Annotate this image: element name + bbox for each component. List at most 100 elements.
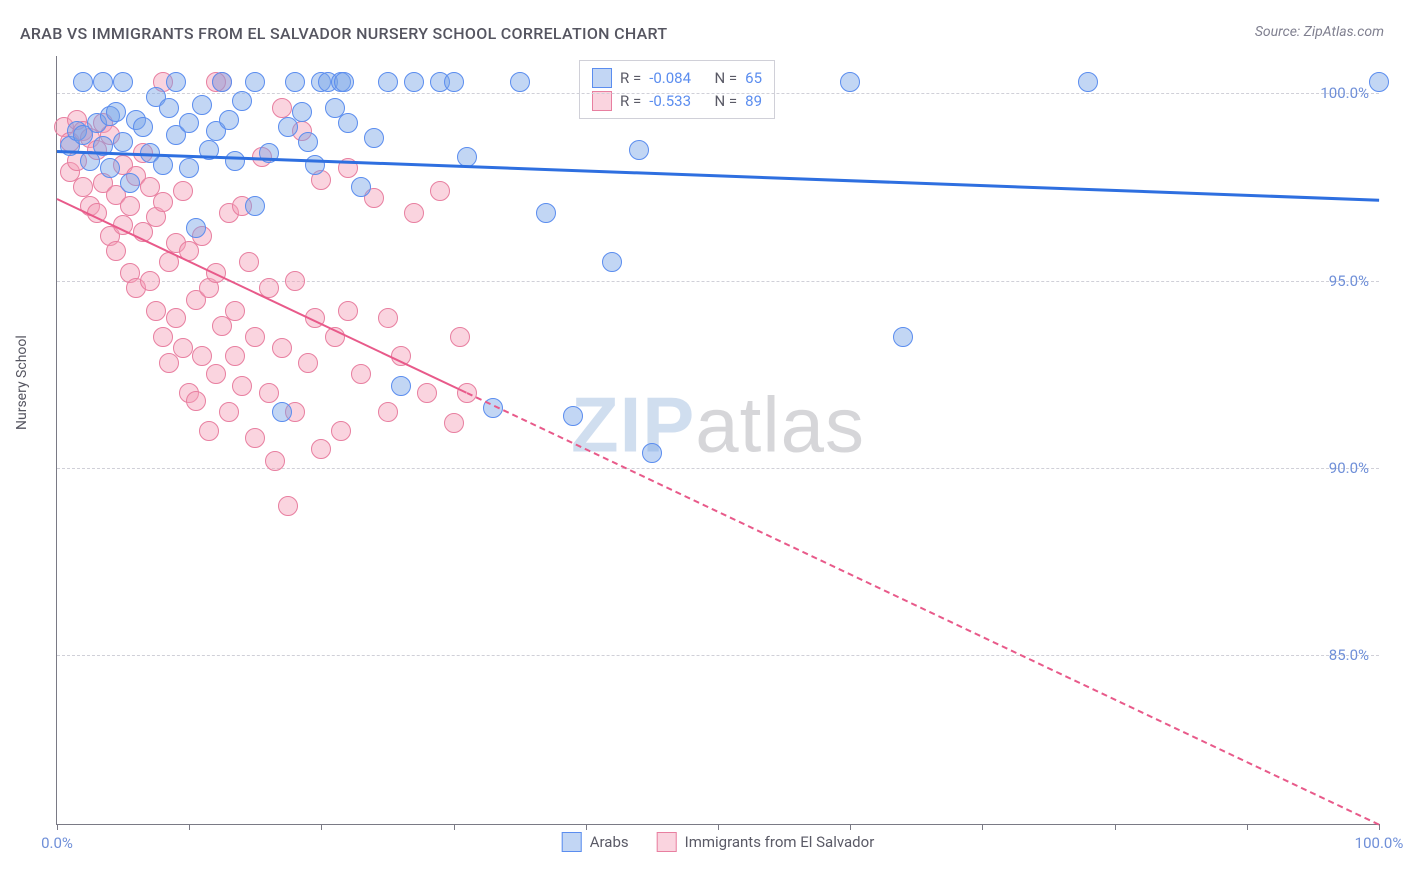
data-point: [73, 177, 93, 197]
x-tick: [189, 824, 190, 830]
data-point: [179, 113, 199, 133]
data-point: [93, 72, 113, 92]
data-point: [1078, 72, 1098, 92]
x-tick: [454, 824, 455, 830]
x-tick: [1115, 824, 1116, 830]
data-point: [391, 376, 411, 396]
data-point: [378, 308, 398, 328]
data-point: [106, 241, 126, 261]
scatter-plot-area: ZIPatlas R = -0.084 N = 65 R = -0.533 N …: [56, 56, 1379, 825]
data-point: [225, 301, 245, 321]
data-point: [232, 91, 252, 111]
data-point: [120, 173, 140, 193]
y-tick-label: 95.0%: [1329, 272, 1369, 290]
x-tick: [982, 824, 983, 830]
data-point: [245, 327, 265, 347]
y-axis-label: Nursery School: [14, 335, 30, 430]
data-point: [378, 402, 398, 422]
data-point: [840, 72, 860, 92]
data-point: [166, 308, 186, 328]
data-point: [245, 196, 265, 216]
data-point: [199, 421, 219, 441]
data-point: [1369, 72, 1389, 92]
data-point: [642, 443, 662, 463]
data-point: [192, 95, 212, 115]
watermark-logo: ZIPatlas: [571, 379, 865, 470]
x-tick: [321, 824, 322, 830]
data-point: [285, 271, 305, 291]
data-point: [338, 113, 358, 133]
data-point: [245, 72, 265, 92]
data-point: [186, 391, 206, 411]
gridline: [57, 468, 1379, 469]
data-point: [444, 72, 464, 92]
legend: Arabs Immigrants from El Salvador: [562, 832, 875, 852]
data-point: [212, 72, 232, 92]
data-point: [450, 327, 470, 347]
data-point: [219, 402, 239, 422]
stats-row-arabs: R = -0.084 N = 65: [592, 67, 762, 90]
data-point: [245, 428, 265, 448]
x-tick: [586, 824, 587, 830]
source-attribution: Source: ZipAtlas.com: [1255, 24, 1384, 40]
trend-line: [57, 198, 468, 394]
data-point: [444, 413, 464, 433]
x-tick: [850, 824, 851, 830]
data-point: [192, 346, 212, 366]
data-point: [219, 110, 239, 130]
legend-item-elsalvador: Immigrants from El Salvador: [657, 832, 875, 852]
data-point: [153, 327, 173, 347]
legend-swatch-arabs: [562, 832, 582, 852]
legend-swatch-elsalvador: [657, 832, 677, 852]
data-point: [73, 72, 93, 92]
data-point: [351, 364, 371, 384]
data-point: [893, 327, 913, 347]
data-point: [153, 155, 173, 175]
data-point: [417, 383, 437, 403]
data-point: [179, 158, 199, 178]
data-point: [351, 177, 371, 197]
data-point: [629, 140, 649, 160]
data-point: [113, 72, 133, 92]
data-point: [404, 72, 424, 92]
data-point: [173, 338, 193, 358]
data-point: [292, 102, 312, 122]
data-point: [510, 72, 530, 92]
data-point: [298, 132, 318, 152]
data-point: [133, 117, 153, 137]
trend-line: [466, 392, 1379, 825]
data-point: [225, 346, 245, 366]
legend-label-arabs: Arabs: [590, 833, 629, 851]
trend-line: [57, 150, 1379, 202]
data-point: [272, 338, 292, 358]
data-point: [159, 98, 179, 118]
data-point: [113, 132, 133, 152]
x-tick: [718, 824, 719, 830]
data-point: [563, 406, 583, 426]
data-point: [153, 192, 173, 212]
correlation-stats-box: R = -0.084 N = 65 R = -0.533 N = 89: [579, 60, 775, 119]
data-point: [272, 98, 292, 118]
data-point: [232, 376, 252, 396]
data-point: [378, 72, 398, 92]
x-tick-label: 100.0%: [1355, 834, 1404, 852]
data-point: [331, 421, 351, 441]
data-point: [239, 252, 259, 272]
data-point: [305, 155, 325, 175]
legend-item-arabs: Arabs: [562, 832, 629, 852]
data-point: [338, 301, 358, 321]
data-point: [206, 364, 226, 384]
data-point: [259, 383, 279, 403]
data-point: [140, 271, 160, 291]
data-point: [311, 439, 331, 459]
gridline: [57, 655, 1379, 656]
gridline: [57, 93, 1379, 94]
legend-label-elsalvador: Immigrants from El Salvador: [685, 833, 875, 851]
data-point: [298, 353, 318, 373]
data-point: [173, 181, 193, 201]
data-point: [404, 203, 424, 223]
chart-title: ARAB VS IMMIGRANTS FROM EL SALVADOR NURS…: [20, 24, 667, 43]
x-tick-label: 0.0%: [41, 834, 73, 852]
data-point: [106, 102, 126, 122]
y-tick-label: 90.0%: [1329, 459, 1369, 477]
